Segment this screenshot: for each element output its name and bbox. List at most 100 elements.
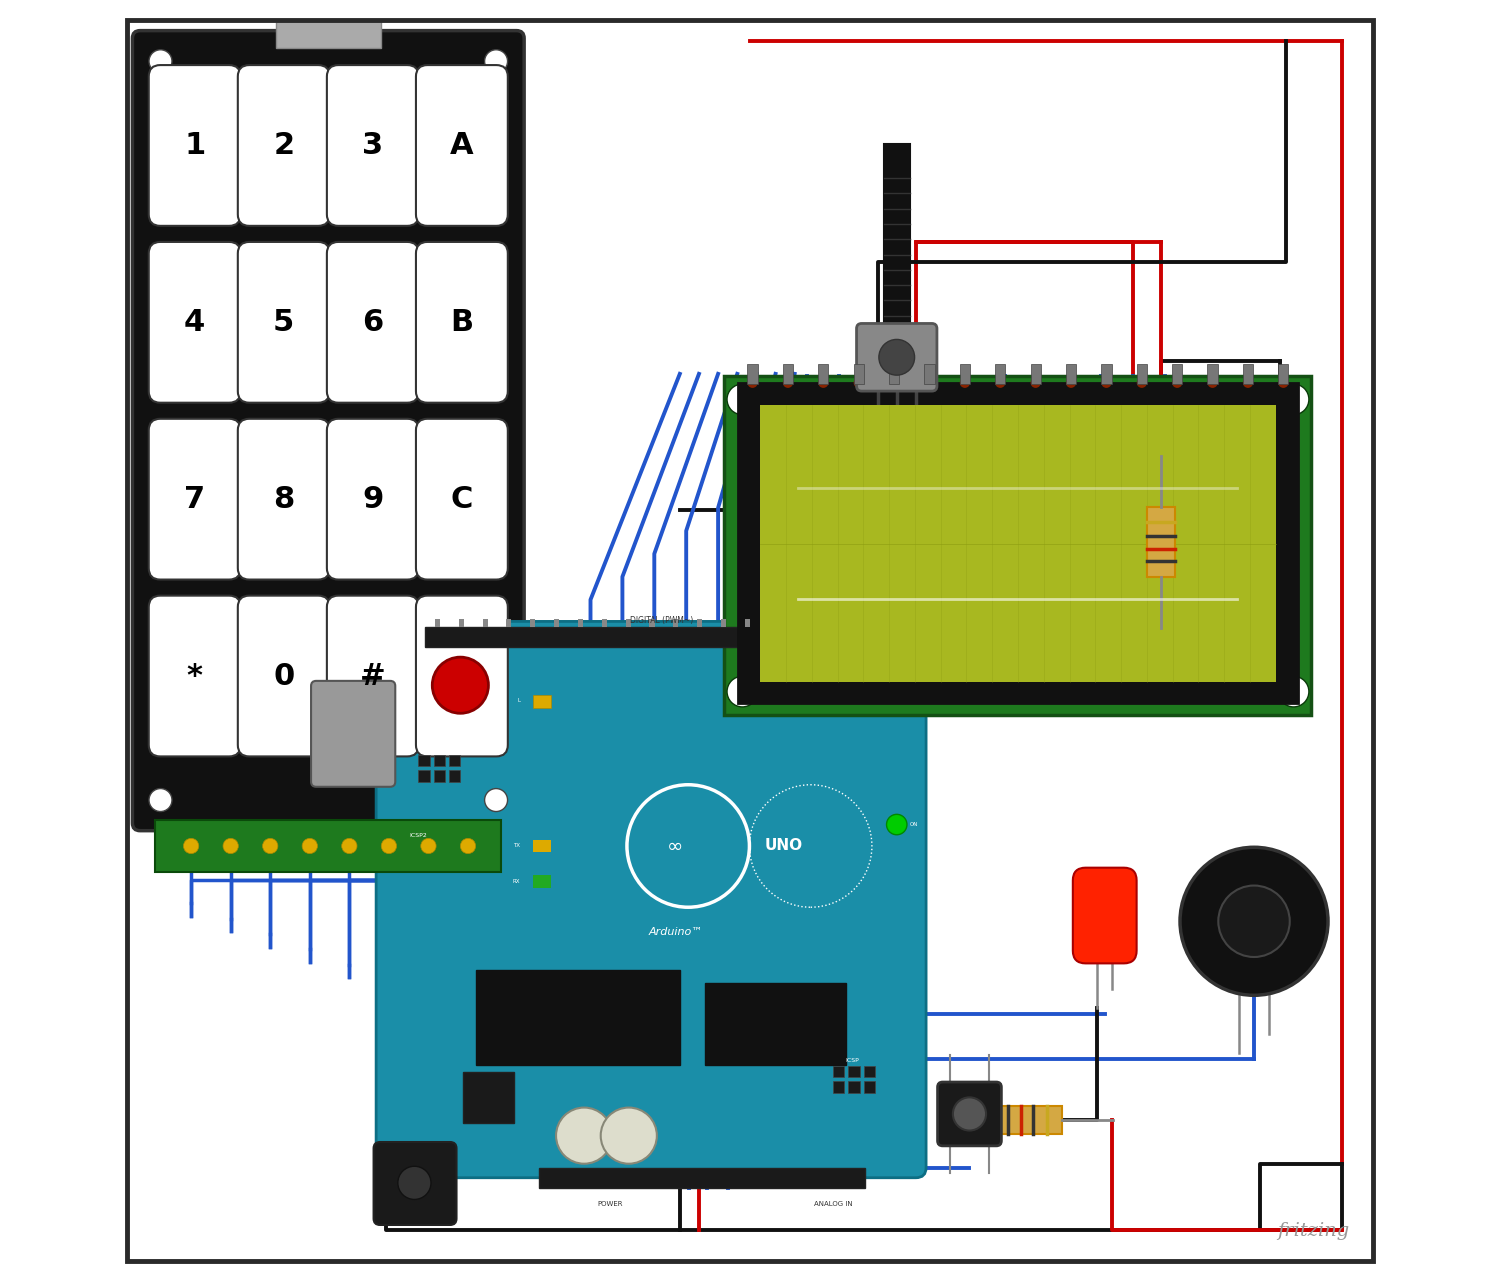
Circle shape <box>484 789 507 812</box>
Text: ON: ON <box>909 822 918 827</box>
Bar <box>738 383 1298 703</box>
Text: 6: 6 <box>362 308 384 337</box>
Circle shape <box>994 378 1005 388</box>
Circle shape <box>1066 378 1076 388</box>
FancyBboxPatch shape <box>416 419 509 579</box>
Circle shape <box>1278 384 1310 415</box>
Bar <box>448 755 460 767</box>
FancyBboxPatch shape <box>132 31 524 831</box>
Bar <box>890 364 898 384</box>
Bar <box>459 619 464 627</box>
FancyBboxPatch shape <box>148 65 240 226</box>
Text: ICSP2: ICSP2 <box>410 833 428 838</box>
Bar <box>483 619 488 627</box>
Bar <box>833 1081 844 1092</box>
FancyBboxPatch shape <box>148 242 240 403</box>
Text: 4: 4 <box>184 308 206 337</box>
FancyBboxPatch shape <box>238 419 330 579</box>
Bar <box>424 627 903 647</box>
Bar <box>1101 364 1112 384</box>
Circle shape <box>627 785 750 907</box>
Circle shape <box>1278 378 1288 388</box>
Circle shape <box>432 657 489 713</box>
Text: B: B <box>450 308 474 337</box>
FancyBboxPatch shape <box>938 1082 1002 1146</box>
Circle shape <box>1208 378 1218 388</box>
Circle shape <box>600 1108 657 1164</box>
Circle shape <box>148 789 172 812</box>
Text: 7: 7 <box>184 485 206 514</box>
Circle shape <box>1172 378 1182 388</box>
Bar <box>1278 364 1288 384</box>
Circle shape <box>224 838 238 854</box>
Circle shape <box>960 378 970 388</box>
FancyBboxPatch shape <box>327 596 419 757</box>
Text: 2: 2 <box>273 131 294 160</box>
Bar <box>818 364 828 384</box>
Text: 0: 0 <box>273 661 294 690</box>
Circle shape <box>1218 886 1290 957</box>
Circle shape <box>890 378 898 388</box>
FancyBboxPatch shape <box>416 596 509 757</box>
Circle shape <box>302 838 318 854</box>
Circle shape <box>262 838 278 854</box>
Bar <box>554 619 560 627</box>
Circle shape <box>148 50 172 73</box>
Bar <box>476 970 680 1065</box>
Bar <box>816 619 822 627</box>
Bar <box>532 840 550 852</box>
Text: D: D <box>450 661 474 690</box>
Bar <box>1208 364 1218 384</box>
Bar <box>276 20 381 48</box>
Bar <box>1148 507 1174 577</box>
Circle shape <box>952 1097 986 1131</box>
Bar <box>602 619 608 627</box>
Text: ANALOG IN: ANALOG IN <box>813 1201 852 1207</box>
Bar <box>530 619 536 627</box>
Circle shape <box>381 838 396 854</box>
Circle shape <box>818 378 828 388</box>
FancyBboxPatch shape <box>148 419 240 579</box>
Bar <box>578 619 584 627</box>
Circle shape <box>853 378 864 388</box>
Text: C: C <box>450 485 472 514</box>
FancyBboxPatch shape <box>310 681 396 787</box>
Bar <box>746 619 750 627</box>
FancyBboxPatch shape <box>238 596 330 757</box>
Text: 9: 9 <box>362 485 384 514</box>
Circle shape <box>556 1108 612 1164</box>
Bar <box>650 619 654 627</box>
FancyBboxPatch shape <box>1072 868 1137 963</box>
Text: 1: 1 <box>184 131 206 160</box>
FancyBboxPatch shape <box>238 65 330 226</box>
Bar <box>448 771 460 782</box>
Bar <box>849 1081 859 1092</box>
Text: RX: RX <box>513 879 520 884</box>
Circle shape <box>460 838 476 854</box>
Bar <box>435 619 439 627</box>
Bar <box>419 771 429 782</box>
Bar <box>864 1065 874 1077</box>
Text: ICSP: ICSP <box>846 1058 859 1063</box>
Bar <box>626 619 630 627</box>
Bar <box>747 364 758 384</box>
Text: 5: 5 <box>273 308 294 337</box>
FancyBboxPatch shape <box>416 242 509 403</box>
Bar <box>884 144 909 329</box>
FancyBboxPatch shape <box>374 1142 456 1225</box>
Bar <box>674 619 678 627</box>
Bar <box>760 404 1275 683</box>
Bar <box>433 771 445 782</box>
FancyBboxPatch shape <box>327 65 419 226</box>
Text: L: L <box>518 698 520 703</box>
Circle shape <box>924 378 934 388</box>
Bar <box>924 364 934 384</box>
FancyBboxPatch shape <box>856 323 938 390</box>
Circle shape <box>747 378 758 388</box>
Text: A: A <box>450 131 474 160</box>
Text: RESET: RESET <box>450 727 470 732</box>
Text: 8: 8 <box>273 485 294 514</box>
FancyBboxPatch shape <box>376 621 926 1178</box>
Text: *: * <box>186 661 202 690</box>
Circle shape <box>783 378 794 388</box>
